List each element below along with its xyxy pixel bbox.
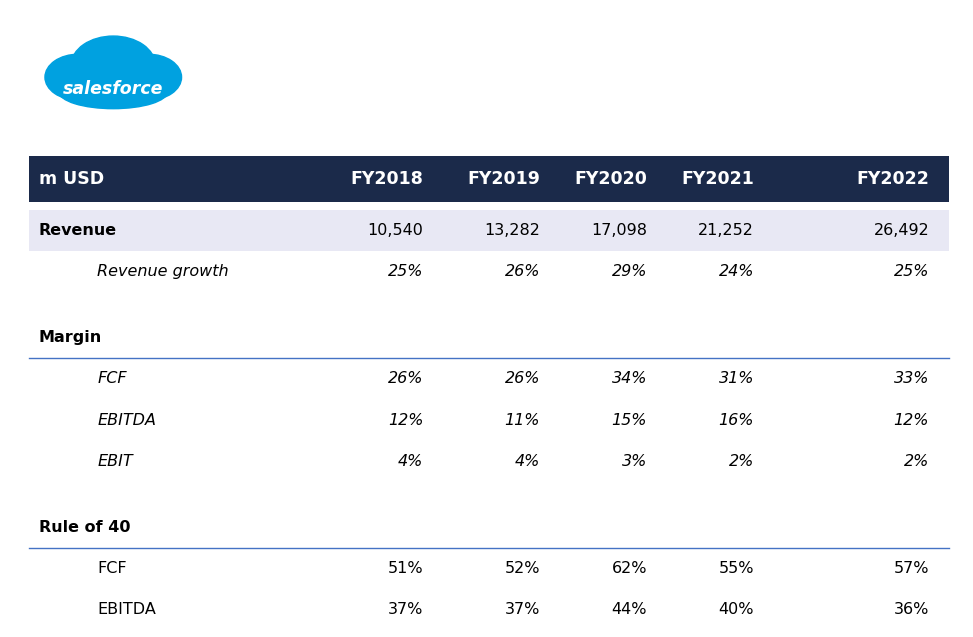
Text: 62%: 62%	[612, 561, 647, 576]
Text: 31%: 31%	[719, 371, 754, 386]
Text: Margin: Margin	[39, 330, 102, 345]
Text: FY2020: FY2020	[574, 170, 647, 188]
Text: 16%: 16%	[719, 413, 754, 427]
Text: 29%: 29%	[612, 264, 647, 279]
Text: 12%: 12%	[894, 413, 929, 427]
Text: Revenue: Revenue	[39, 223, 117, 238]
Ellipse shape	[59, 75, 167, 109]
Circle shape	[115, 54, 182, 100]
Text: 4%: 4%	[398, 454, 423, 469]
Text: 2%: 2%	[904, 454, 929, 469]
Text: 34%: 34%	[612, 371, 647, 386]
Text: 21,252: 21,252	[699, 223, 754, 238]
Text: 25%: 25%	[388, 264, 423, 279]
Text: 13,282: 13,282	[485, 223, 540, 238]
Text: 11%: 11%	[505, 413, 540, 427]
Text: 37%: 37%	[388, 603, 423, 617]
Text: Revenue growth: Revenue growth	[97, 264, 229, 279]
Text: 4%: 4%	[515, 454, 540, 469]
Text: FCF: FCF	[97, 561, 126, 576]
Text: m USD: m USD	[39, 170, 104, 188]
Text: 37%: 37%	[505, 603, 540, 617]
Text: 57%: 57%	[894, 561, 929, 576]
Text: 15%: 15%	[612, 413, 647, 427]
Text: Rule of 40: Rule of 40	[39, 520, 130, 534]
Circle shape	[71, 36, 156, 94]
Text: 44%: 44%	[612, 603, 647, 617]
Text: 33%: 33%	[894, 371, 929, 386]
Text: 3%: 3%	[622, 454, 647, 469]
Text: 26%: 26%	[505, 264, 540, 279]
Text: 36%: 36%	[894, 603, 929, 617]
Circle shape	[45, 54, 112, 100]
Text: FCF: FCF	[97, 371, 126, 386]
Text: 10,540: 10,540	[368, 223, 423, 238]
Text: 26,492: 26,492	[874, 223, 929, 238]
Text: 2%: 2%	[729, 454, 754, 469]
Text: salesforce: salesforce	[63, 80, 163, 98]
Text: 12%: 12%	[388, 413, 423, 427]
Text: 52%: 52%	[505, 561, 540, 576]
FancyBboxPatch shape	[29, 156, 949, 202]
Text: 40%: 40%	[719, 603, 754, 617]
Text: 26%: 26%	[388, 371, 423, 386]
Text: 55%: 55%	[719, 561, 754, 576]
Text: EBITDA: EBITDA	[97, 413, 157, 427]
Text: 26%: 26%	[505, 371, 540, 386]
Text: EBITDA: EBITDA	[97, 603, 157, 617]
Text: FY2022: FY2022	[856, 170, 929, 188]
Text: 17,098: 17,098	[591, 223, 647, 238]
Text: 25%: 25%	[894, 264, 929, 279]
Text: 24%: 24%	[719, 264, 754, 279]
FancyBboxPatch shape	[29, 210, 949, 251]
Text: FY2021: FY2021	[681, 170, 754, 188]
Text: FY2019: FY2019	[467, 170, 540, 188]
Text: FY2018: FY2018	[350, 170, 423, 188]
Text: EBIT: EBIT	[97, 454, 133, 469]
Text: 51%: 51%	[387, 561, 423, 576]
